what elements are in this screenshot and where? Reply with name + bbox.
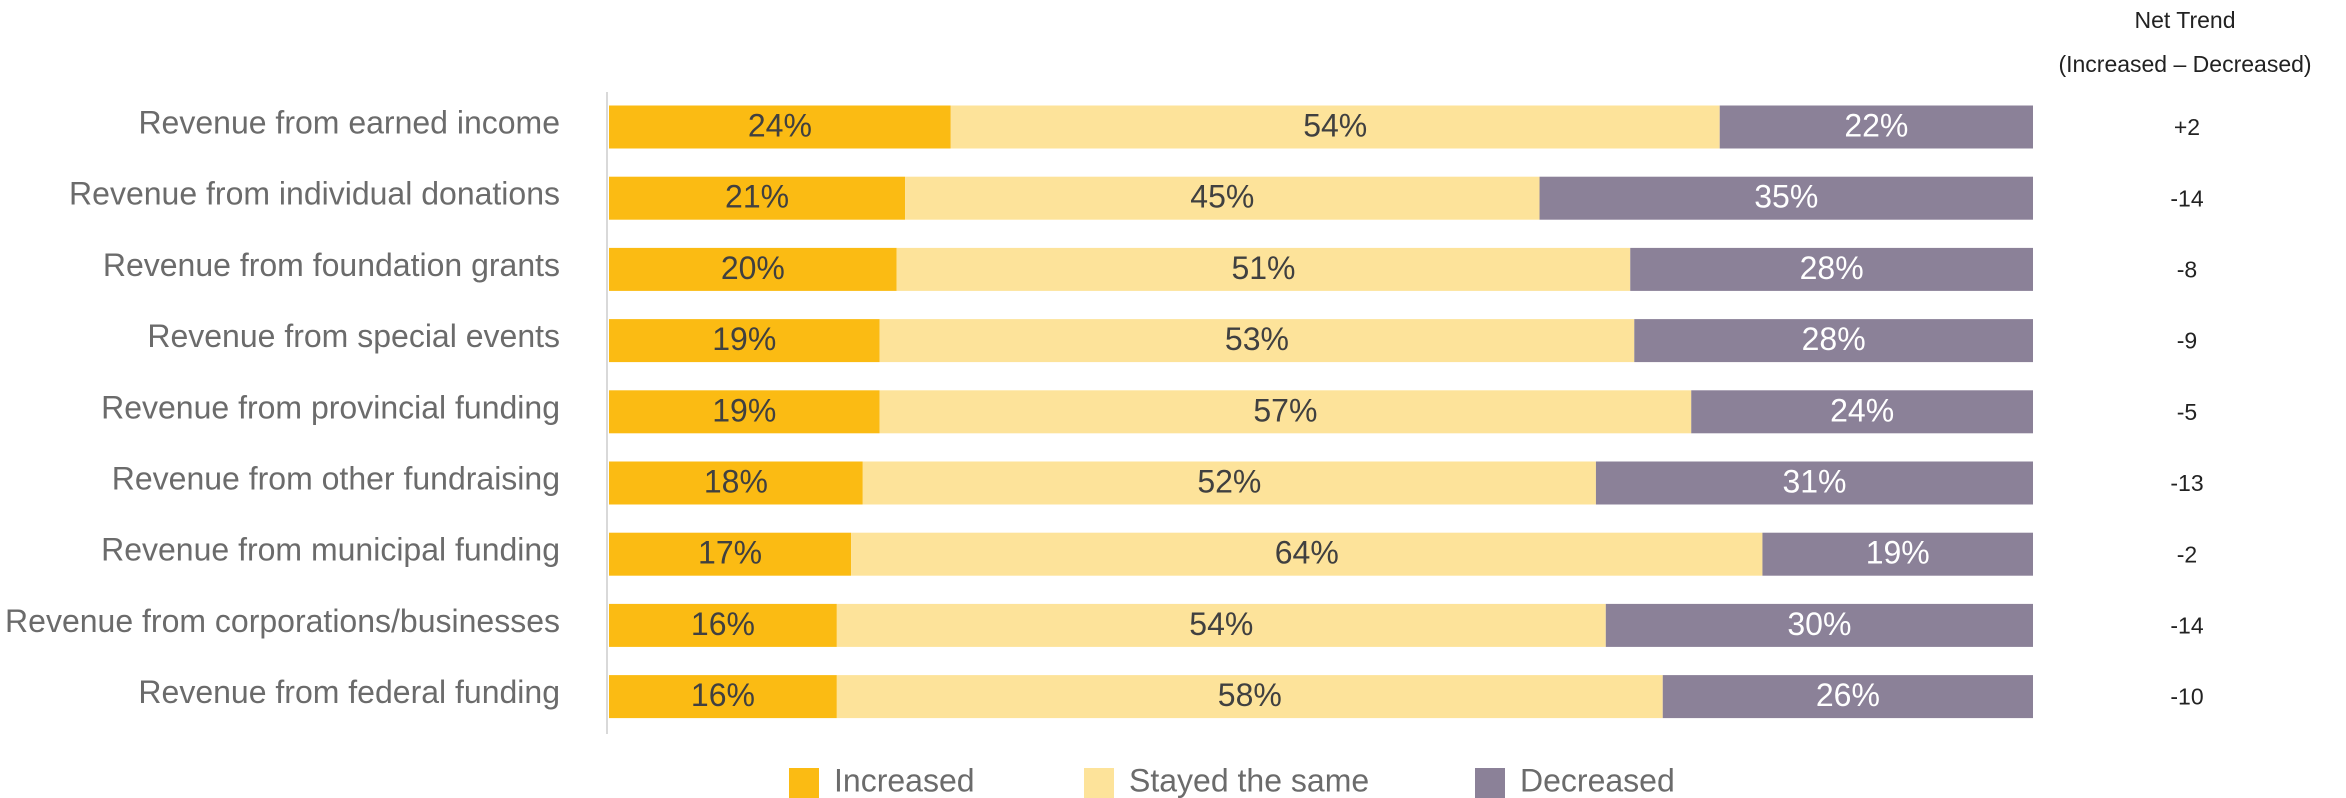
bar-segment-stayed-the-same bbox=[862, 461, 1596, 505]
net-trend-value: -5 bbox=[2177, 399, 2197, 425]
data-label: 19% bbox=[1866, 535, 1930, 571]
data-label: 57% bbox=[1253, 392, 1317, 428]
data-label: 64% bbox=[1275, 535, 1339, 571]
bar-rows: Revenue from earned income 24% 54% 22% +2Rev… bbox=[5, 104, 2204, 719]
bar-segment-stayed-the-same bbox=[836, 603, 1606, 647]
legend-item: Stayed the same bbox=[1084, 762, 1369, 798]
data-label: 22% bbox=[1844, 107, 1908, 143]
bar-segment-decreased bbox=[1605, 603, 2033, 647]
category-label: Revenue from special events bbox=[147, 318, 560, 354]
category-label: Revenue from other fundraising bbox=[112, 460, 560, 496]
data-label: 20% bbox=[721, 250, 785, 286]
data-label: 45% bbox=[1190, 179, 1254, 215]
legend-item: Decreased bbox=[1475, 762, 1675, 798]
net-trend-value: -14 bbox=[2170, 612, 2203, 638]
data-label: 52% bbox=[1197, 463, 1261, 499]
category-label: Revenue from provincial funding bbox=[101, 389, 560, 425]
net-trend-title-line2: (Increased – Decreased) bbox=[2058, 51, 2311, 77]
bar-segment-stayed-the-same bbox=[879, 390, 1692, 434]
bar-row: Revenue from individual donations 21% 45% 3… bbox=[69, 176, 2204, 220]
legend-label: Stayed the same bbox=[1129, 762, 1369, 798]
net-trend-title-line1: Net Trend bbox=[2135, 7, 2236, 33]
net-trend-value: -2 bbox=[2177, 541, 2197, 567]
net-trend-value: -9 bbox=[2177, 328, 2197, 354]
bar-row: Revenue from provincial funding 19% 57% 24%… bbox=[101, 389, 2197, 434]
bar-segment-increased bbox=[609, 603, 837, 647]
data-label: 53% bbox=[1225, 321, 1289, 357]
bar-segment-decreased bbox=[1691, 390, 2033, 434]
data-label: 18% bbox=[704, 463, 768, 499]
bar-segment-decreased bbox=[1634, 319, 2033, 363]
bar-segment-increased bbox=[609, 461, 863, 505]
legend-label: Increased bbox=[834, 762, 975, 798]
data-label: 28% bbox=[1802, 321, 1866, 357]
bar-row: Revenue from corporations/businesses 16% 5… bbox=[5, 603, 2204, 647]
legend-swatch bbox=[1084, 768, 1114, 798]
data-label: 16% bbox=[691, 606, 755, 642]
data-label: 35% bbox=[1754, 179, 1818, 215]
bar-segment-increased bbox=[609, 532, 852, 576]
bar-segment-increased bbox=[609, 675, 837, 719]
legend-swatch bbox=[789, 768, 819, 798]
bar-segment-decreased bbox=[1539, 176, 2033, 220]
bar-segment-increased bbox=[609, 390, 880, 434]
bar-segment-increased bbox=[609, 247, 897, 291]
legend: Increased Stayed the same Decreased bbox=[789, 762, 1675, 798]
bar-segment-decreased bbox=[1719, 105, 2033, 149]
bar-row: Revenue from foundation grants 20% 51% 28% -… bbox=[103, 247, 2197, 291]
data-label: 16% bbox=[691, 677, 755, 713]
data-label: 19% bbox=[712, 392, 776, 428]
net-trend-value: -13 bbox=[2170, 470, 2203, 496]
bar-segment-stayed-the-same bbox=[896, 247, 1631, 291]
data-label: 30% bbox=[1787, 606, 1851, 642]
data-label: 54% bbox=[1303, 107, 1367, 143]
net-trend-value: -10 bbox=[2170, 684, 2203, 710]
bar-segment-decreased bbox=[1595, 461, 2033, 505]
category-label: Revenue from municipal funding bbox=[101, 532, 560, 568]
data-label: 26% bbox=[1816, 677, 1880, 713]
data-label: 31% bbox=[1782, 463, 1846, 499]
bar-row: Revenue from other fundraising 18% 52% 31% -… bbox=[112, 460, 2204, 505]
legend-item: Increased bbox=[789, 762, 975, 798]
category-label: Revenue from corporations/businesses bbox=[5, 603, 560, 639]
bar-segment-decreased bbox=[1630, 247, 2033, 291]
category-label: Revenue from federal funding bbox=[138, 674, 560, 710]
net-trend-value: +2 bbox=[2174, 114, 2200, 140]
bar-segment-decreased bbox=[1662, 675, 2033, 719]
bar-segment-stayed-the-same bbox=[905, 176, 1540, 220]
data-label: 24% bbox=[748, 107, 812, 143]
data-label: 24% bbox=[1830, 392, 1894, 428]
bar-segment-increased bbox=[609, 105, 951, 149]
bar-segment-stayed-the-same bbox=[851, 532, 1763, 576]
net-trend-value: -14 bbox=[2170, 185, 2203, 211]
data-label: 51% bbox=[1231, 250, 1295, 286]
bar-segment-stayed-the-same bbox=[836, 675, 1663, 719]
bar-segment-stayed-the-same bbox=[879, 319, 1635, 363]
data-label: 58% bbox=[1218, 677, 1282, 713]
data-label: 28% bbox=[1800, 250, 1864, 286]
bar-segment-decreased bbox=[1762, 532, 2033, 576]
bar-row: Revenue from municipal funding 17% 64% 19% -… bbox=[101, 532, 2197, 576]
category-label: Revenue from foundation grants bbox=[103, 247, 560, 283]
bar-segment-increased bbox=[609, 176, 906, 220]
bar-segment-increased bbox=[609, 319, 880, 363]
data-label: 19% bbox=[712, 321, 776, 357]
bar-row: Revenue from earned income 24% 54% 22% +2 bbox=[138, 104, 2200, 149]
data-label: 21% bbox=[725, 179, 789, 215]
net-trend-value: -8 bbox=[2177, 256, 2197, 282]
bar-row: Revenue from special events 19% 53% 28% -9 bbox=[147, 318, 2197, 363]
legend-swatch bbox=[1475, 768, 1505, 798]
category-label: Revenue from individual donations bbox=[69, 176, 560, 212]
data-label: 54% bbox=[1189, 606, 1253, 642]
legend-label: Decreased bbox=[1520, 762, 1675, 798]
bar-segment-stayed-the-same bbox=[950, 105, 1720, 149]
data-label: 17% bbox=[698, 535, 762, 571]
category-label: Revenue from earned income bbox=[138, 104, 560, 140]
bar-row: Revenue from federal funding 16% 58% 26% -10 bbox=[138, 674, 2204, 719]
